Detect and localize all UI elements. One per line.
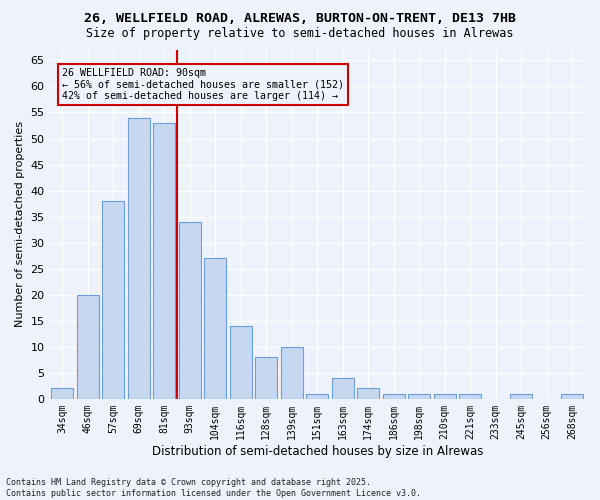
Bar bbox=[281, 347, 302, 399]
Bar bbox=[562, 394, 583, 399]
Bar bbox=[332, 378, 353, 399]
X-axis label: Distribution of semi-detached houses by size in Alrewas: Distribution of semi-detached houses by … bbox=[152, 444, 483, 458]
Bar bbox=[77, 294, 98, 399]
Text: 26, WELLFIELD ROAD, ALREWAS, BURTON-ON-TRENT, DE13 7HB: 26, WELLFIELD ROAD, ALREWAS, BURTON-ON-T… bbox=[84, 12, 516, 26]
Bar bbox=[103, 201, 124, 399]
Bar bbox=[460, 394, 481, 399]
Bar bbox=[307, 394, 328, 399]
Bar bbox=[434, 394, 455, 399]
Bar bbox=[179, 222, 200, 399]
Text: 26 WELLFIELD ROAD: 90sqm
← 56% of semi-detached houses are smaller (152)
42% of : 26 WELLFIELD ROAD: 90sqm ← 56% of semi-d… bbox=[62, 68, 344, 102]
Bar bbox=[409, 394, 430, 399]
Bar bbox=[256, 357, 277, 399]
Bar bbox=[154, 123, 175, 399]
Text: Contains HM Land Registry data © Crown copyright and database right 2025.
Contai: Contains HM Land Registry data © Crown c… bbox=[6, 478, 421, 498]
Text: Size of property relative to semi-detached houses in Alrewas: Size of property relative to semi-detach… bbox=[86, 28, 514, 40]
Bar bbox=[52, 388, 73, 399]
Bar bbox=[383, 394, 404, 399]
Bar bbox=[128, 118, 149, 399]
Y-axis label: Number of semi-detached properties: Number of semi-detached properties bbox=[15, 122, 25, 328]
Bar bbox=[205, 258, 226, 399]
Bar bbox=[511, 394, 532, 399]
Bar bbox=[230, 326, 251, 399]
Bar bbox=[358, 388, 379, 399]
